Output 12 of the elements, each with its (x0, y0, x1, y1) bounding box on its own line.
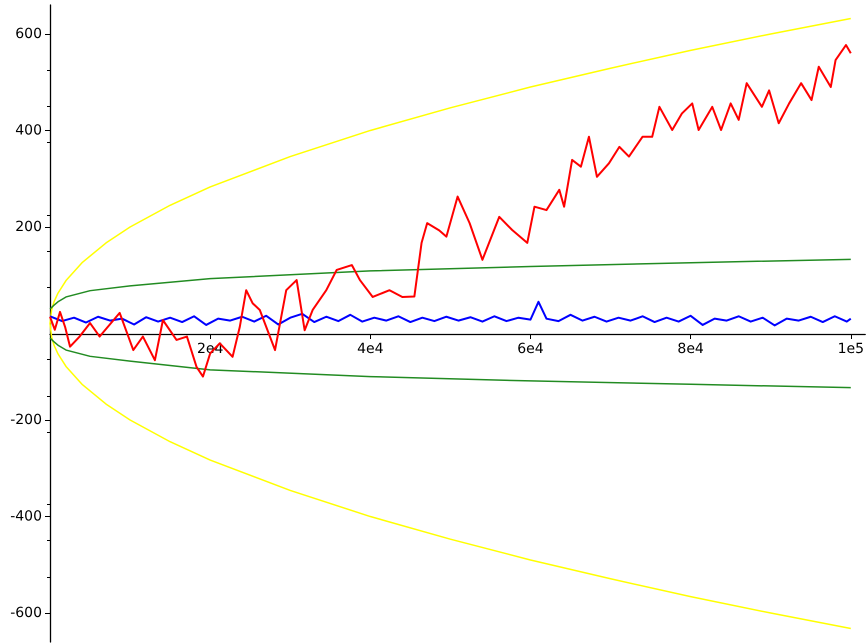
line-series (49, 300, 852, 326)
x-tick-label: 6e4 (517, 341, 544, 357)
line-series (49, 258, 852, 310)
y-tick-label: -600 (10, 605, 42, 622)
y-tick-label: 200 (15, 218, 42, 235)
x-tick-label: 4e4 (357, 341, 384, 357)
y-tick-label: -400 (10, 508, 42, 525)
y-tick-label: 600 (15, 26, 42, 42)
x-tick-label: 8e4 (677, 341, 704, 357)
y-tick-label: -200 (10, 412, 42, 428)
y-tick-label: 400 (15, 122, 42, 138)
x-tick-label: 1e5 (838, 341, 864, 357)
